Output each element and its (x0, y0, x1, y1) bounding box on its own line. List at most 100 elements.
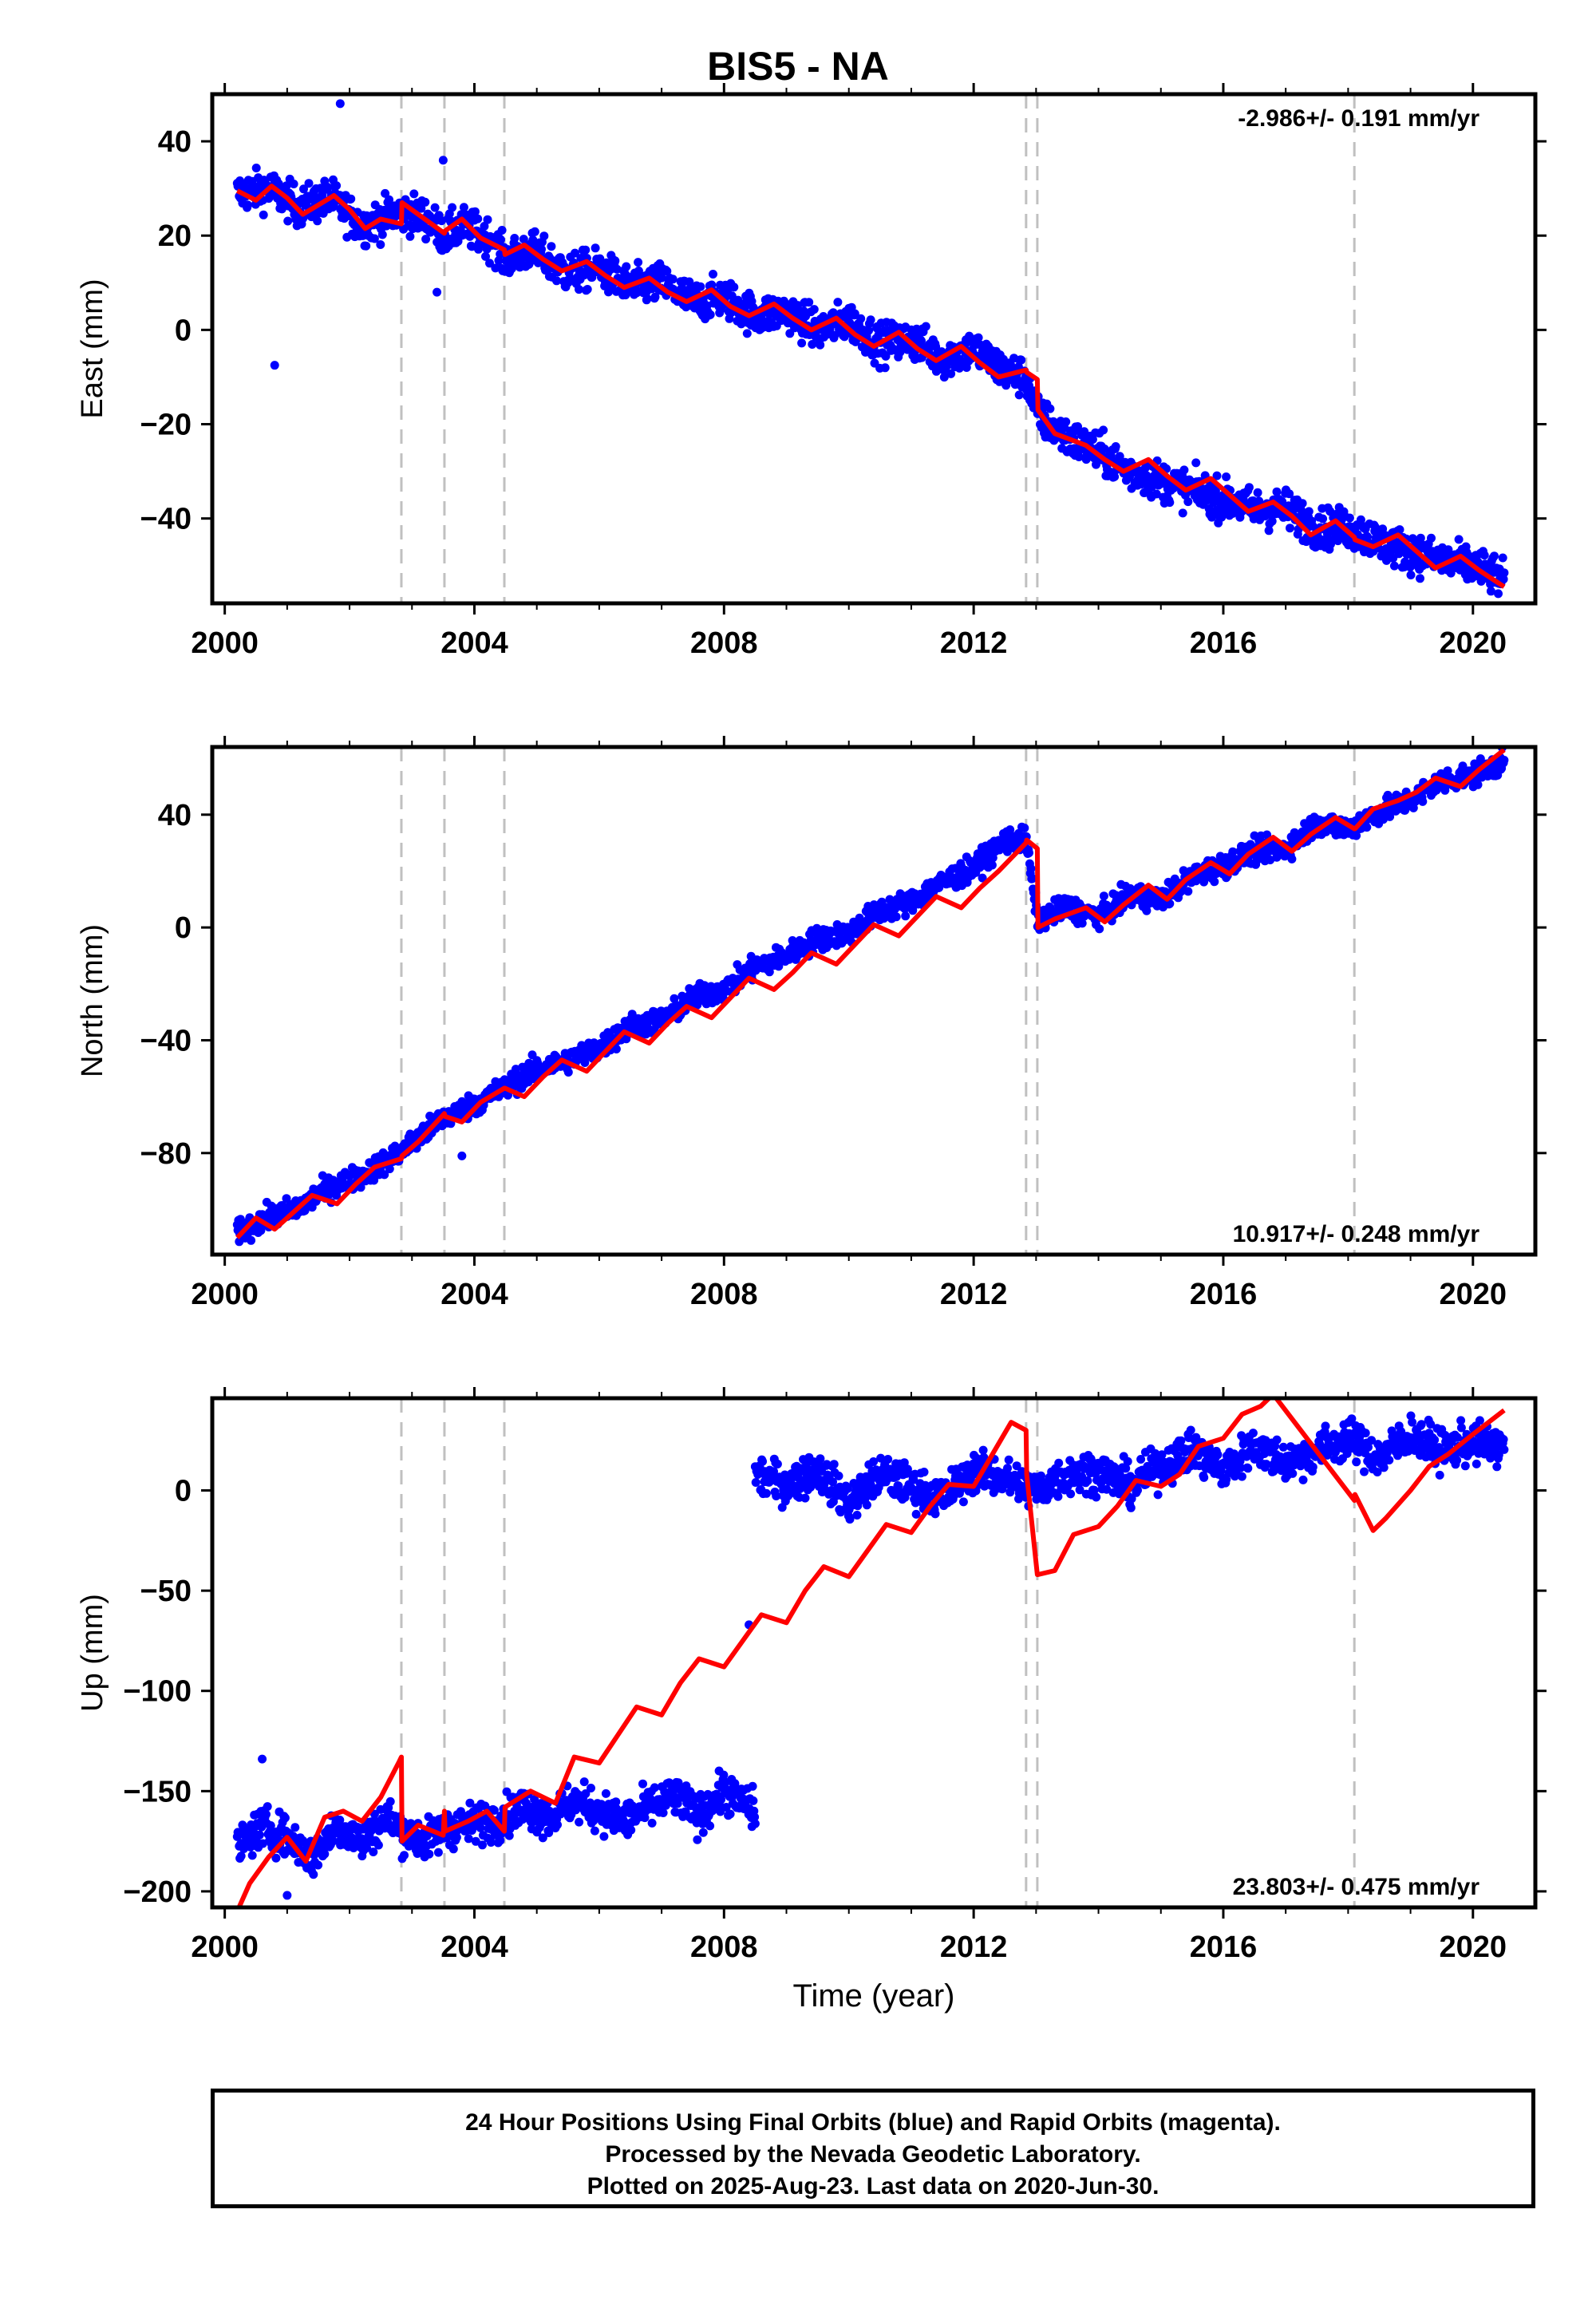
data-point (743, 329, 752, 338)
data-point (835, 1472, 843, 1480)
data-point (374, 1841, 383, 1850)
y-tick-label: 20 (158, 219, 192, 253)
data-point (1362, 823, 1371, 832)
chart-title: BIS5 - NA (707, 44, 889, 89)
x-tick-label: 2000 (191, 626, 259, 660)
data-point (262, 1810, 271, 1819)
data-point (564, 1068, 573, 1077)
data-point (705, 1821, 714, 1830)
data-point (1165, 498, 1174, 507)
data-point (498, 226, 507, 235)
data-point (696, 283, 705, 291)
data-point (1183, 887, 1192, 895)
x-tick-label: 2016 (1190, 626, 1258, 660)
data-point (452, 1833, 461, 1842)
data-point (581, 246, 590, 255)
data-point (856, 314, 865, 323)
data-point (425, 1850, 433, 1859)
data-point (1020, 824, 1029, 832)
data-point (259, 211, 268, 219)
data-point (1298, 499, 1307, 508)
data-point (1499, 568, 1508, 577)
data-point (378, 231, 387, 239)
outlier-point (439, 156, 448, 164)
data-point (421, 198, 429, 207)
x-tick-label: 2012 (940, 626, 1008, 660)
data-point (1061, 417, 1070, 426)
data-point (1407, 571, 1416, 579)
data-point (1455, 535, 1464, 543)
data-point (1318, 515, 1327, 524)
data-point (405, 232, 414, 241)
data-point (706, 310, 715, 319)
data-point (1015, 390, 1024, 399)
data-point (833, 298, 842, 306)
x-tick-label: 2008 (690, 1278, 758, 1311)
data-point (1305, 507, 1314, 516)
data-point (709, 270, 717, 279)
velocity-label: 10.917+/- 0.248 mm/yr (1233, 1221, 1480, 1247)
data-point (309, 1870, 318, 1879)
data-point (626, 1826, 635, 1835)
data-point (587, 1784, 595, 1792)
data-point (1490, 551, 1499, 560)
data-point (361, 242, 370, 251)
data-point (591, 243, 600, 252)
data-point (583, 285, 592, 294)
data-point (281, 1813, 290, 1822)
data-point (332, 181, 341, 190)
data-point (478, 1840, 487, 1849)
x-tick-label: 2012 (940, 1278, 1008, 1311)
data-point (881, 363, 890, 372)
data-point (496, 235, 505, 244)
data-point (892, 912, 901, 921)
data-point (752, 1478, 760, 1487)
data-point (1179, 508, 1187, 517)
data-point (290, 180, 298, 188)
data-point (773, 1460, 782, 1468)
data-point (386, 1797, 395, 1806)
data-point (376, 240, 385, 249)
data-point (634, 258, 642, 267)
data-point (1427, 534, 1436, 543)
data-point (1499, 756, 1508, 765)
data-point (531, 227, 539, 236)
data-point (922, 322, 930, 331)
x-tick-label: 2016 (1190, 1278, 1258, 1311)
data-point (434, 1848, 443, 1857)
data-point (290, 1823, 299, 1832)
data-point (1416, 574, 1424, 583)
panel-east-plot-area (233, 94, 1509, 603)
data-point (810, 305, 819, 314)
data-point (797, 338, 806, 347)
data-point (867, 315, 875, 324)
data-point (314, 1861, 322, 1870)
data-point (1210, 877, 1219, 886)
data-point (1390, 562, 1399, 571)
data-point (610, 256, 619, 265)
data-point (726, 1810, 735, 1819)
data-point (305, 179, 314, 188)
data-point (409, 189, 418, 198)
data-point (1025, 848, 1033, 857)
data-point (1418, 797, 1427, 806)
data-point (1179, 465, 1188, 474)
data-point (243, 200, 252, 209)
y-tick-label: 0 (175, 911, 192, 945)
data-point (539, 231, 548, 240)
data-point (1345, 514, 1354, 523)
data-point (729, 283, 738, 291)
data-point (263, 1802, 272, 1811)
data-point (580, 1777, 589, 1786)
data-point (853, 1511, 862, 1520)
data-point (448, 204, 456, 212)
data-point (719, 1771, 728, 1780)
outlier-point (271, 361, 279, 370)
data-point (830, 1460, 839, 1468)
data-point (1112, 442, 1120, 451)
data-point (804, 298, 813, 306)
x-tick-label: 2000 (191, 1278, 259, 1311)
data-point (575, 1818, 583, 1827)
panel-north-plot-area (233, 743, 1509, 1255)
